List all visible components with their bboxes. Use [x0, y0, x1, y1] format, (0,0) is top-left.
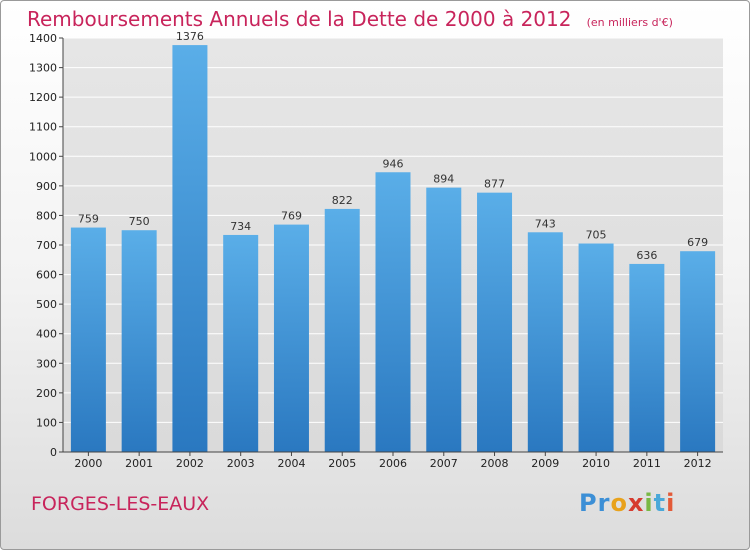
logo-letter: i	[644, 489, 654, 517]
bar	[527, 232, 563, 452]
bar	[121, 230, 157, 452]
x-tick-label: 2006	[379, 457, 407, 470]
bar-value-label: 769	[281, 210, 302, 223]
logo-letter: o	[610, 489, 628, 517]
y-tick-label: 1200	[29, 91, 57, 104]
bar-value-label: 946	[383, 157, 404, 170]
bar-value-label: 822	[332, 194, 353, 207]
bar	[578, 243, 614, 452]
bar	[680, 251, 716, 452]
y-tick-label: 1400	[29, 32, 57, 45]
place-name: FORGES-LES-EAUX	[31, 493, 210, 515]
x-tick-label: 2005	[328, 457, 356, 470]
logo-letter: x	[627, 489, 645, 517]
x-tick-label: 2011	[633, 457, 661, 470]
x-tick-label: 2009	[531, 457, 559, 470]
bar-value-label: 743	[535, 217, 556, 230]
logo-letter: t	[653, 489, 667, 517]
y-tick-label: 0	[50, 446, 57, 459]
x-tick-label: 2002	[176, 457, 204, 470]
bar	[324, 208, 360, 452]
x-tick-label: 2004	[277, 457, 305, 470]
x-tick-label: 2003	[227, 457, 255, 470]
logo-letter: P	[579, 489, 598, 517]
chart-subtitle: (en milliers d'€)	[586, 16, 673, 29]
x-tick-label: 2012	[684, 457, 712, 470]
x-tick-label: 2001	[125, 457, 153, 470]
bar-value-label: 734	[230, 220, 251, 233]
proxiti-logo: Proxiti	[579, 489, 675, 517]
bar-value-label: 679	[687, 236, 708, 249]
y-tick-label: 400	[36, 328, 57, 341]
bar-value-label: 759	[78, 213, 99, 226]
y-tick-label: 300	[36, 357, 57, 370]
y-tick-label: 1000	[29, 150, 57, 163]
title-row: Remboursements Annuels de la Dette de 20…	[27, 7, 673, 31]
bar-value-label: 705	[586, 229, 607, 242]
logo-letter: r	[597, 489, 611, 517]
bar	[172, 45, 208, 453]
y-tick-label: 200	[36, 387, 57, 400]
x-tick-label: 2010	[582, 457, 610, 470]
y-tick-label: 600	[36, 269, 57, 282]
x-tick-label: 2007	[430, 457, 458, 470]
bar-value-label: 636	[636, 249, 657, 262]
y-tick-label: 1300	[29, 62, 57, 75]
y-tick-label: 900	[36, 180, 57, 193]
x-tick-label: 2008	[481, 457, 509, 470]
y-tick-label: 100	[36, 416, 57, 429]
chart-title: Remboursements Annuels de la Dette de 20…	[27, 7, 572, 31]
x-tick-label: 2000	[74, 457, 102, 470]
bar	[70, 227, 106, 452]
logo-letter: i	[666, 489, 676, 517]
bar	[375, 172, 411, 453]
bar	[426, 187, 462, 453]
bars: 759 750 1376 734 769 822 946 894 877 743 705 636 679	[70, 30, 716, 453]
bar-value-label: 894	[433, 173, 454, 186]
bar	[477, 192, 513, 452]
bar	[629, 263, 665, 452]
y-tick-label: 700	[36, 239, 57, 252]
bar-value-label: 1376	[176, 30, 204, 43]
bar	[223, 234, 259, 452]
bar-value-label: 877	[484, 178, 505, 191]
y-tick-label: 500	[36, 298, 57, 311]
y-tick-label: 1100	[29, 121, 57, 134]
y-tick-label: 800	[36, 209, 57, 222]
bar-value-label: 750	[129, 215, 150, 228]
axes: 0 100 200 300 400 500 600 700 800 900 1000 1100 1200…	[29, 32, 723, 470]
bar	[273, 224, 309, 452]
